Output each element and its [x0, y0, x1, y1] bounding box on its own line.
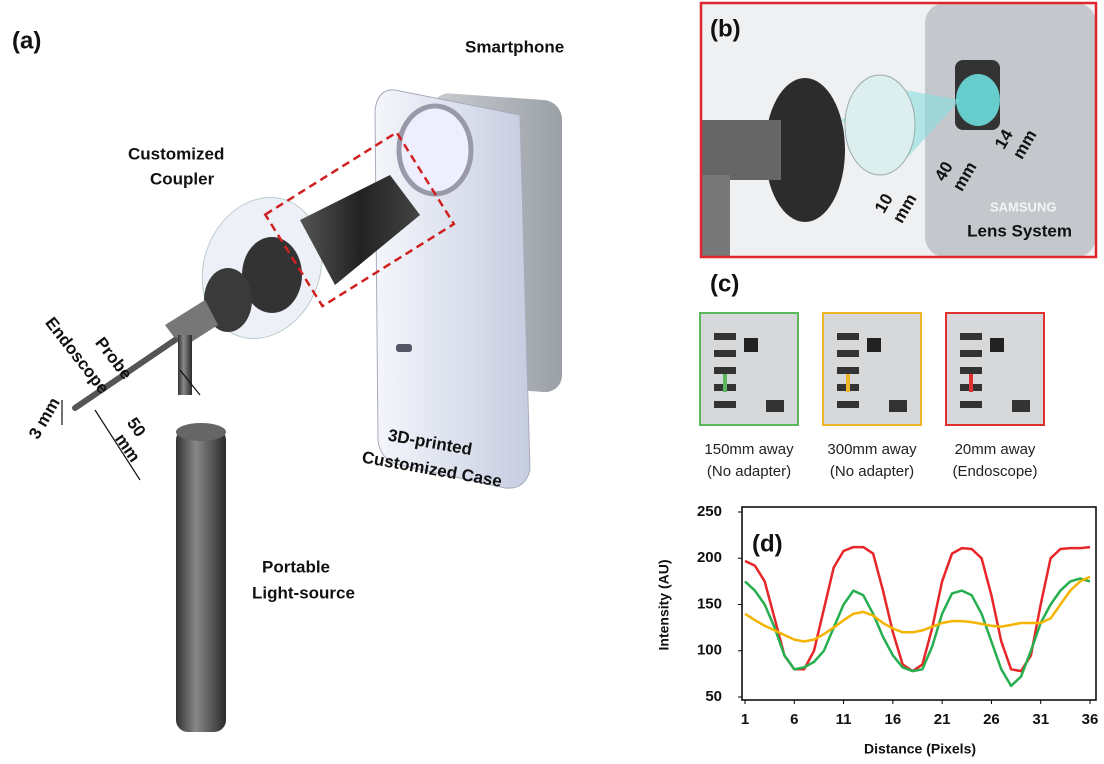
target-bar	[837, 401, 859, 408]
label: Portable	[262, 557, 330, 576]
target-bar	[1012, 400, 1030, 412]
x-tick-label: 6	[790, 711, 798, 728]
x-tick-label: 31	[1032, 711, 1049, 728]
target-bar	[714, 333, 736, 340]
series-line	[745, 547, 1090, 671]
target-bar	[960, 401, 982, 408]
target-bar	[960, 333, 982, 340]
target-bar	[837, 367, 859, 374]
x-tick-label: 1	[741, 711, 749, 728]
caption: 300mm away	[827, 441, 917, 458]
target-bar	[837, 333, 859, 340]
y-tick-label: 50	[705, 688, 722, 705]
target-bar	[744, 338, 758, 352]
marker	[723, 374, 727, 392]
x-tick-label: 11	[836, 711, 852, 728]
label: Smartphone	[465, 37, 564, 56]
target-bar	[990, 338, 1004, 352]
device-illustration	[62, 90, 562, 732]
target-bar	[714, 367, 736, 374]
panel-label: (c)	[710, 270, 739, 297]
x-tick-label: 26	[983, 711, 1000, 728]
y-tick-label: 250	[697, 503, 722, 520]
target-bar	[867, 338, 881, 352]
y-tick-label: 100	[697, 642, 722, 659]
caption: Lens System	[967, 221, 1072, 240]
x-tick-label: 16	[885, 711, 902, 728]
y-axis-title: Intensity (AU)	[656, 560, 672, 651]
x-tick-label: 36	[1082, 711, 1099, 728]
target-bar	[714, 350, 736, 357]
label: 3 mm	[25, 394, 64, 442]
caption: (No adapter)	[830, 463, 914, 480]
panel-label: (b)	[710, 15, 741, 42]
target-bar	[960, 350, 982, 357]
label: Coupler	[150, 169, 215, 188]
caption: 20mm away	[955, 441, 1036, 458]
caption: (Endoscope)	[952, 463, 1037, 480]
target-bar	[960, 367, 982, 374]
x-axis-title: Distance (Pixels)	[864, 741, 976, 757]
caption: 150mm away	[704, 441, 794, 458]
target-bar	[766, 400, 784, 412]
thumbnails: 150mm away (No adapter) 300mm away (No adap…	[700, 313, 1044, 480]
target-bar	[889, 400, 907, 412]
figure: (a) Smartphone Customized Coupler Endosc…	[0, 0, 1104, 764]
y-tick-label: 200	[697, 549, 722, 566]
x-tick-label: 21	[934, 711, 951, 728]
label: Customized	[128, 144, 224, 163]
target-bar	[714, 401, 736, 408]
y-tick-label: 150	[697, 595, 722, 612]
panel-label: (a)	[12, 27, 41, 54]
marker	[969, 374, 973, 392]
label: Light-source	[252, 583, 355, 602]
marker	[846, 374, 850, 392]
panel-label: (d)	[752, 530, 783, 557]
target-bar	[837, 350, 859, 357]
brand: SAMSUNG	[990, 199, 1056, 214]
caption: (No adapter)	[707, 463, 791, 480]
